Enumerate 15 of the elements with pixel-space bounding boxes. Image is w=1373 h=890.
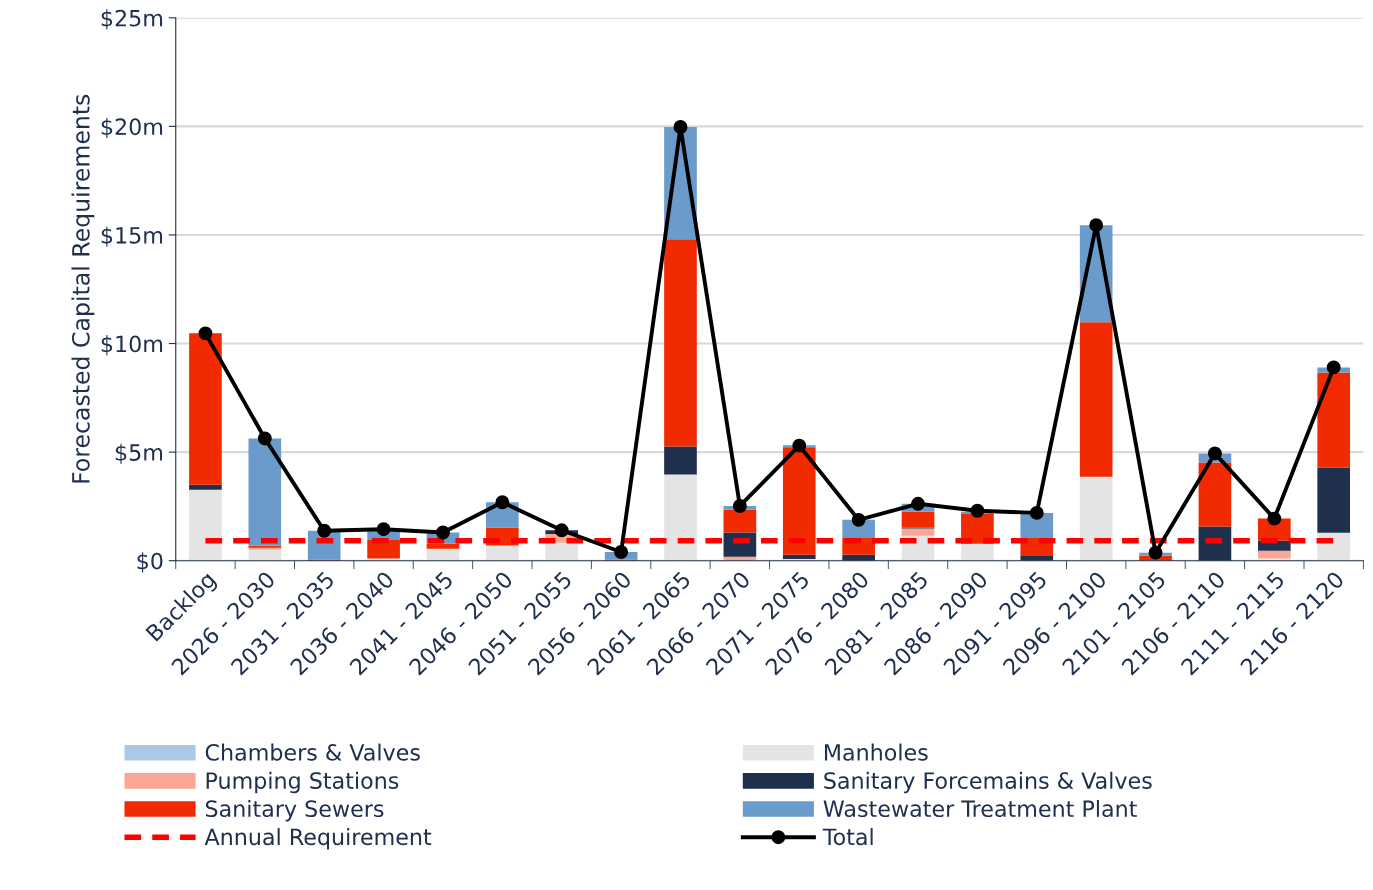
- y-tick-label: $10m: [101, 335, 163, 356]
- legend-label: Annual Requirement: [204, 828, 432, 850]
- y-tick-label: $20m: [101, 117, 163, 139]
- y-tick-label: $15m: [101, 226, 163, 247]
- legend-label: Pumping Stations: [206, 771, 399, 794]
- legend-label: Manholes: [824, 743, 928, 761]
- legend-label: Total: [822, 828, 873, 846]
- legend-label: Sanitary Sewers: [205, 799, 384, 822]
- y-tick-label: $0: [137, 552, 163, 573]
- legend-label: Chambers & Valves: [205, 743, 420, 761]
- y-axis-title: Forecasted Capital Requirements: [71, 94, 95, 483]
- legend-label: Wastewater Treatment Plant: [823, 799, 1137, 818]
- legend-label: Sanitary Forcemains & Valves: [824, 771, 1152, 794]
- y-tick-label: $5m: [115, 443, 163, 464]
- y-tick-label: $25m: [101, 9, 163, 30]
